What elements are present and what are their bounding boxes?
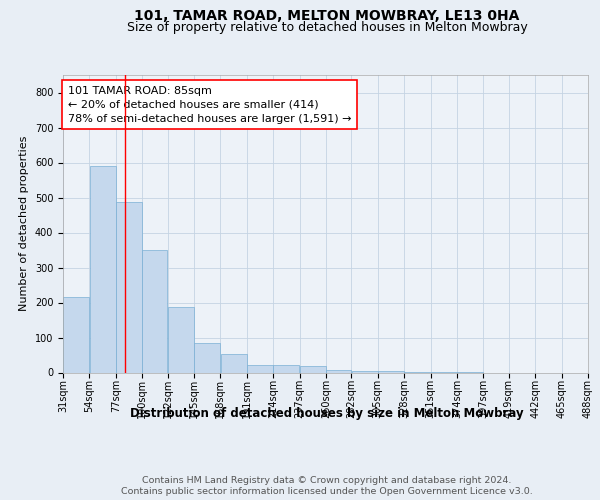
- Bar: [63, 297, 89, 372]
- Bar: [326, 370, 351, 372]
- Bar: [168, 307, 194, 372]
- Bar: [247, 365, 273, 372]
- Bar: [352, 371, 377, 372]
- Bar: [300, 366, 326, 372]
- Text: Contains public sector information licensed under the Open Government Licence v3: Contains public sector information licen…: [121, 488, 533, 496]
- Y-axis label: Number of detached properties: Number of detached properties: [19, 136, 29, 312]
- Bar: [142, 250, 167, 372]
- Text: 101 TAMAR ROAD: 85sqm
← 20% of detached houses are smaller (414)
78% of semi-det: 101 TAMAR ROAD: 85sqm ← 20% of detached …: [68, 86, 351, 124]
- Text: Distribution of detached houses by size in Melton Mowbray: Distribution of detached houses by size …: [130, 408, 524, 420]
- Text: Size of property relative to detached houses in Melton Mowbray: Size of property relative to detached ho…: [127, 21, 527, 34]
- Bar: [116, 202, 142, 372]
- Text: 101, TAMAR ROAD, MELTON MOWBRAY, LE13 0HA: 101, TAMAR ROAD, MELTON MOWBRAY, LE13 0H…: [134, 9, 520, 23]
- Bar: [194, 343, 220, 372]
- Bar: [221, 354, 247, 372]
- Bar: [89, 166, 116, 372]
- Text: Contains HM Land Registry data © Crown copyright and database right 2024.: Contains HM Land Registry data © Crown c…: [142, 476, 512, 485]
- Bar: [274, 365, 299, 372]
